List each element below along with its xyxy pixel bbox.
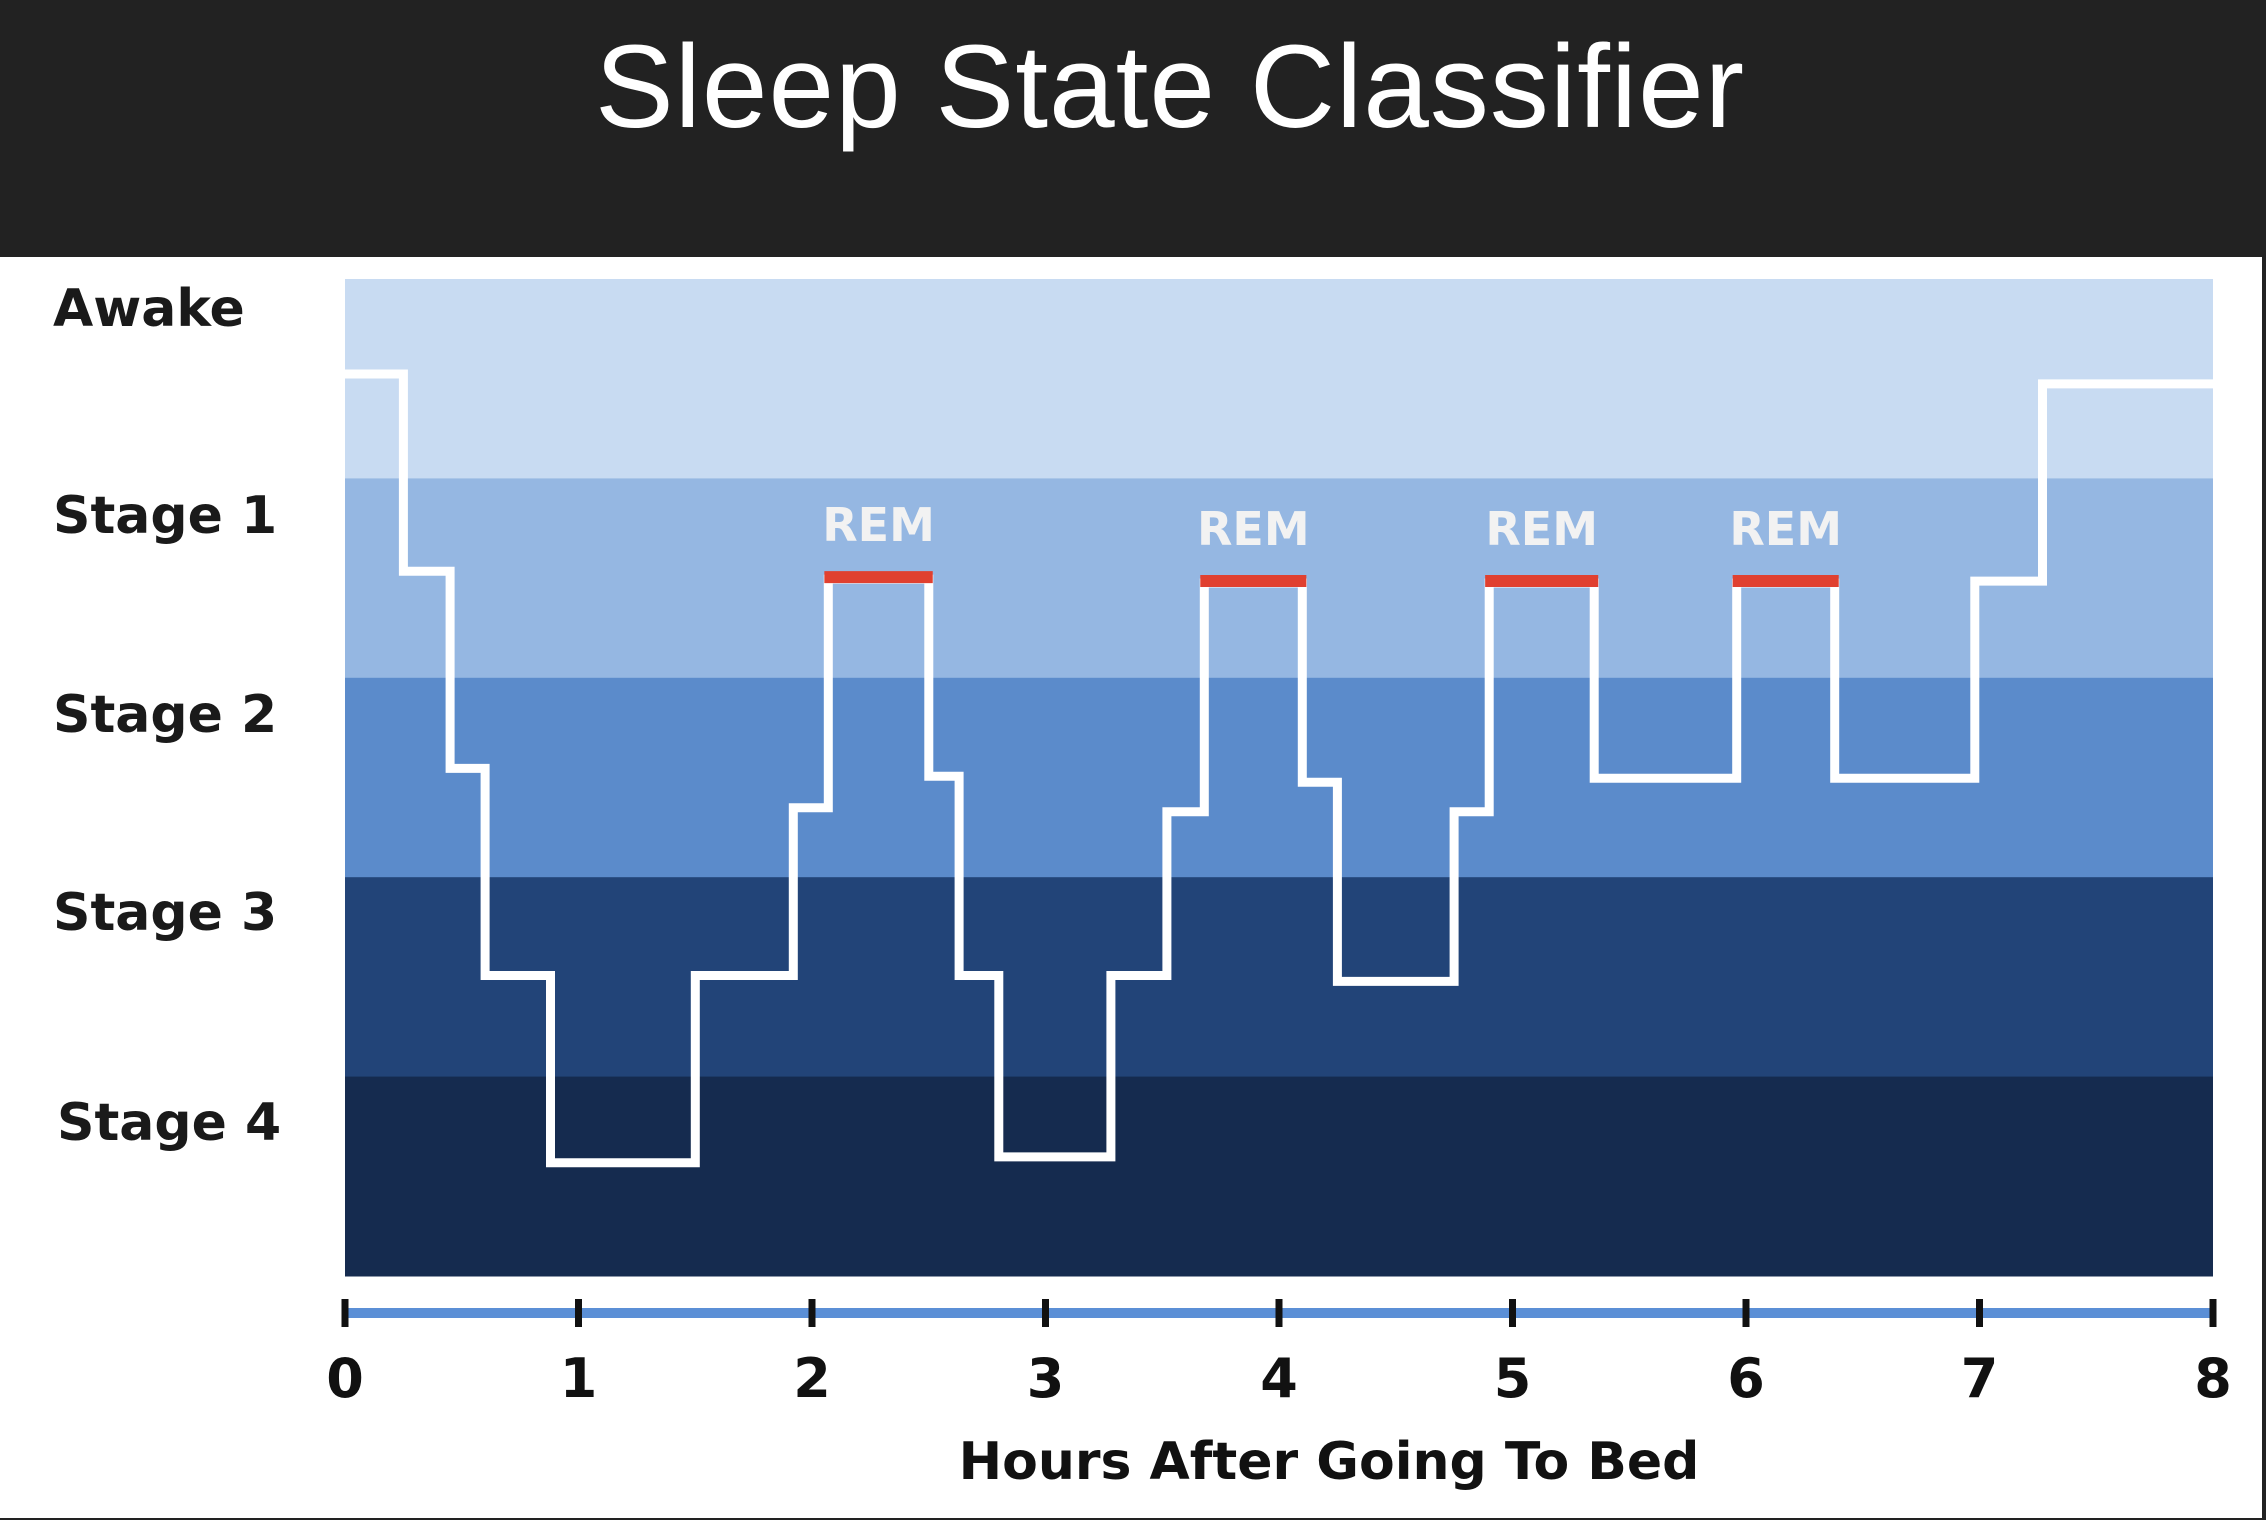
chart-panel: Awake Stage 1 Stage 2 Stage 3 Stage 4 REM REM… — [0, 257, 2262, 1518]
x-axis-title: Hours After Going To Bed — [959, 1432, 1700, 1492]
stage-label-stage-2: Stage 2 — [53, 685, 277, 745]
band-stage-3 — [345, 877, 2213, 1078]
hypnogram — [340, 369, 2218, 1168]
band-stage-4 — [345, 1076, 2213, 1277]
x-tick-label-0: 0 — [326, 1347, 364, 1410]
x-tick-label-7: 7 — [1961, 1347, 1999, 1410]
x-tick-label-4: 4 — [1260, 1347, 1298, 1410]
x-tick-label-2: 2 — [793, 1347, 831, 1410]
x-tick-label-8: 8 — [2194, 1347, 2232, 1410]
x-axis: 0 1 2 3 4 5 6 7 8 Hours After Going To Bed — [326, 1299, 2232, 1492]
hypnogram-line — [340, 369, 2218, 1168]
rem-label-3: REM — [1485, 502, 1598, 556]
app-header: Sleep State Classifier — [0, 0, 2266, 257]
stage-label-stage-3: Stage 3 — [53, 883, 277, 943]
rem-label-4: REM — [1729, 502, 1842, 556]
app-title: Sleep State Classifier — [594, 21, 1746, 153]
stage-label-awake: Awake — [53, 279, 245, 339]
x-tick-label-1: 1 — [560, 1347, 598, 1410]
stage-labels: Awake Stage 1 Stage 2 Stage 3 Stage 4 — [53, 279, 281, 1153]
x-tick-label-3: 3 — [1027, 1347, 1065, 1410]
rem-markers: REM REM REM REM — [822, 498, 1842, 588]
stage-label-stage-1: Stage 1 — [53, 486, 277, 546]
rem-label-2: REM — [1197, 502, 1310, 556]
x-tick-label-5: 5 — [1494, 1347, 1532, 1410]
stage-label-stage-4: Stage 4 — [57, 1093, 281, 1153]
x-tick-label-6: 6 — [1727, 1347, 1765, 1410]
rem-label-1: REM — [822, 498, 935, 552]
band-awake — [345, 279, 2213, 479]
